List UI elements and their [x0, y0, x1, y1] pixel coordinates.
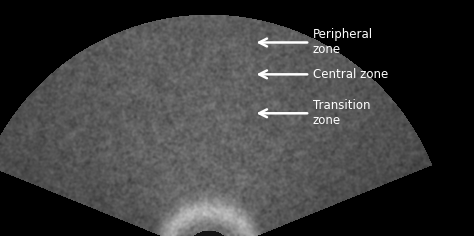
Text: Central zone: Central zone — [259, 68, 388, 81]
Text: Peripheral
zone: Peripheral zone — [259, 29, 373, 56]
Text: Transition
zone: Transition zone — [259, 99, 370, 127]
